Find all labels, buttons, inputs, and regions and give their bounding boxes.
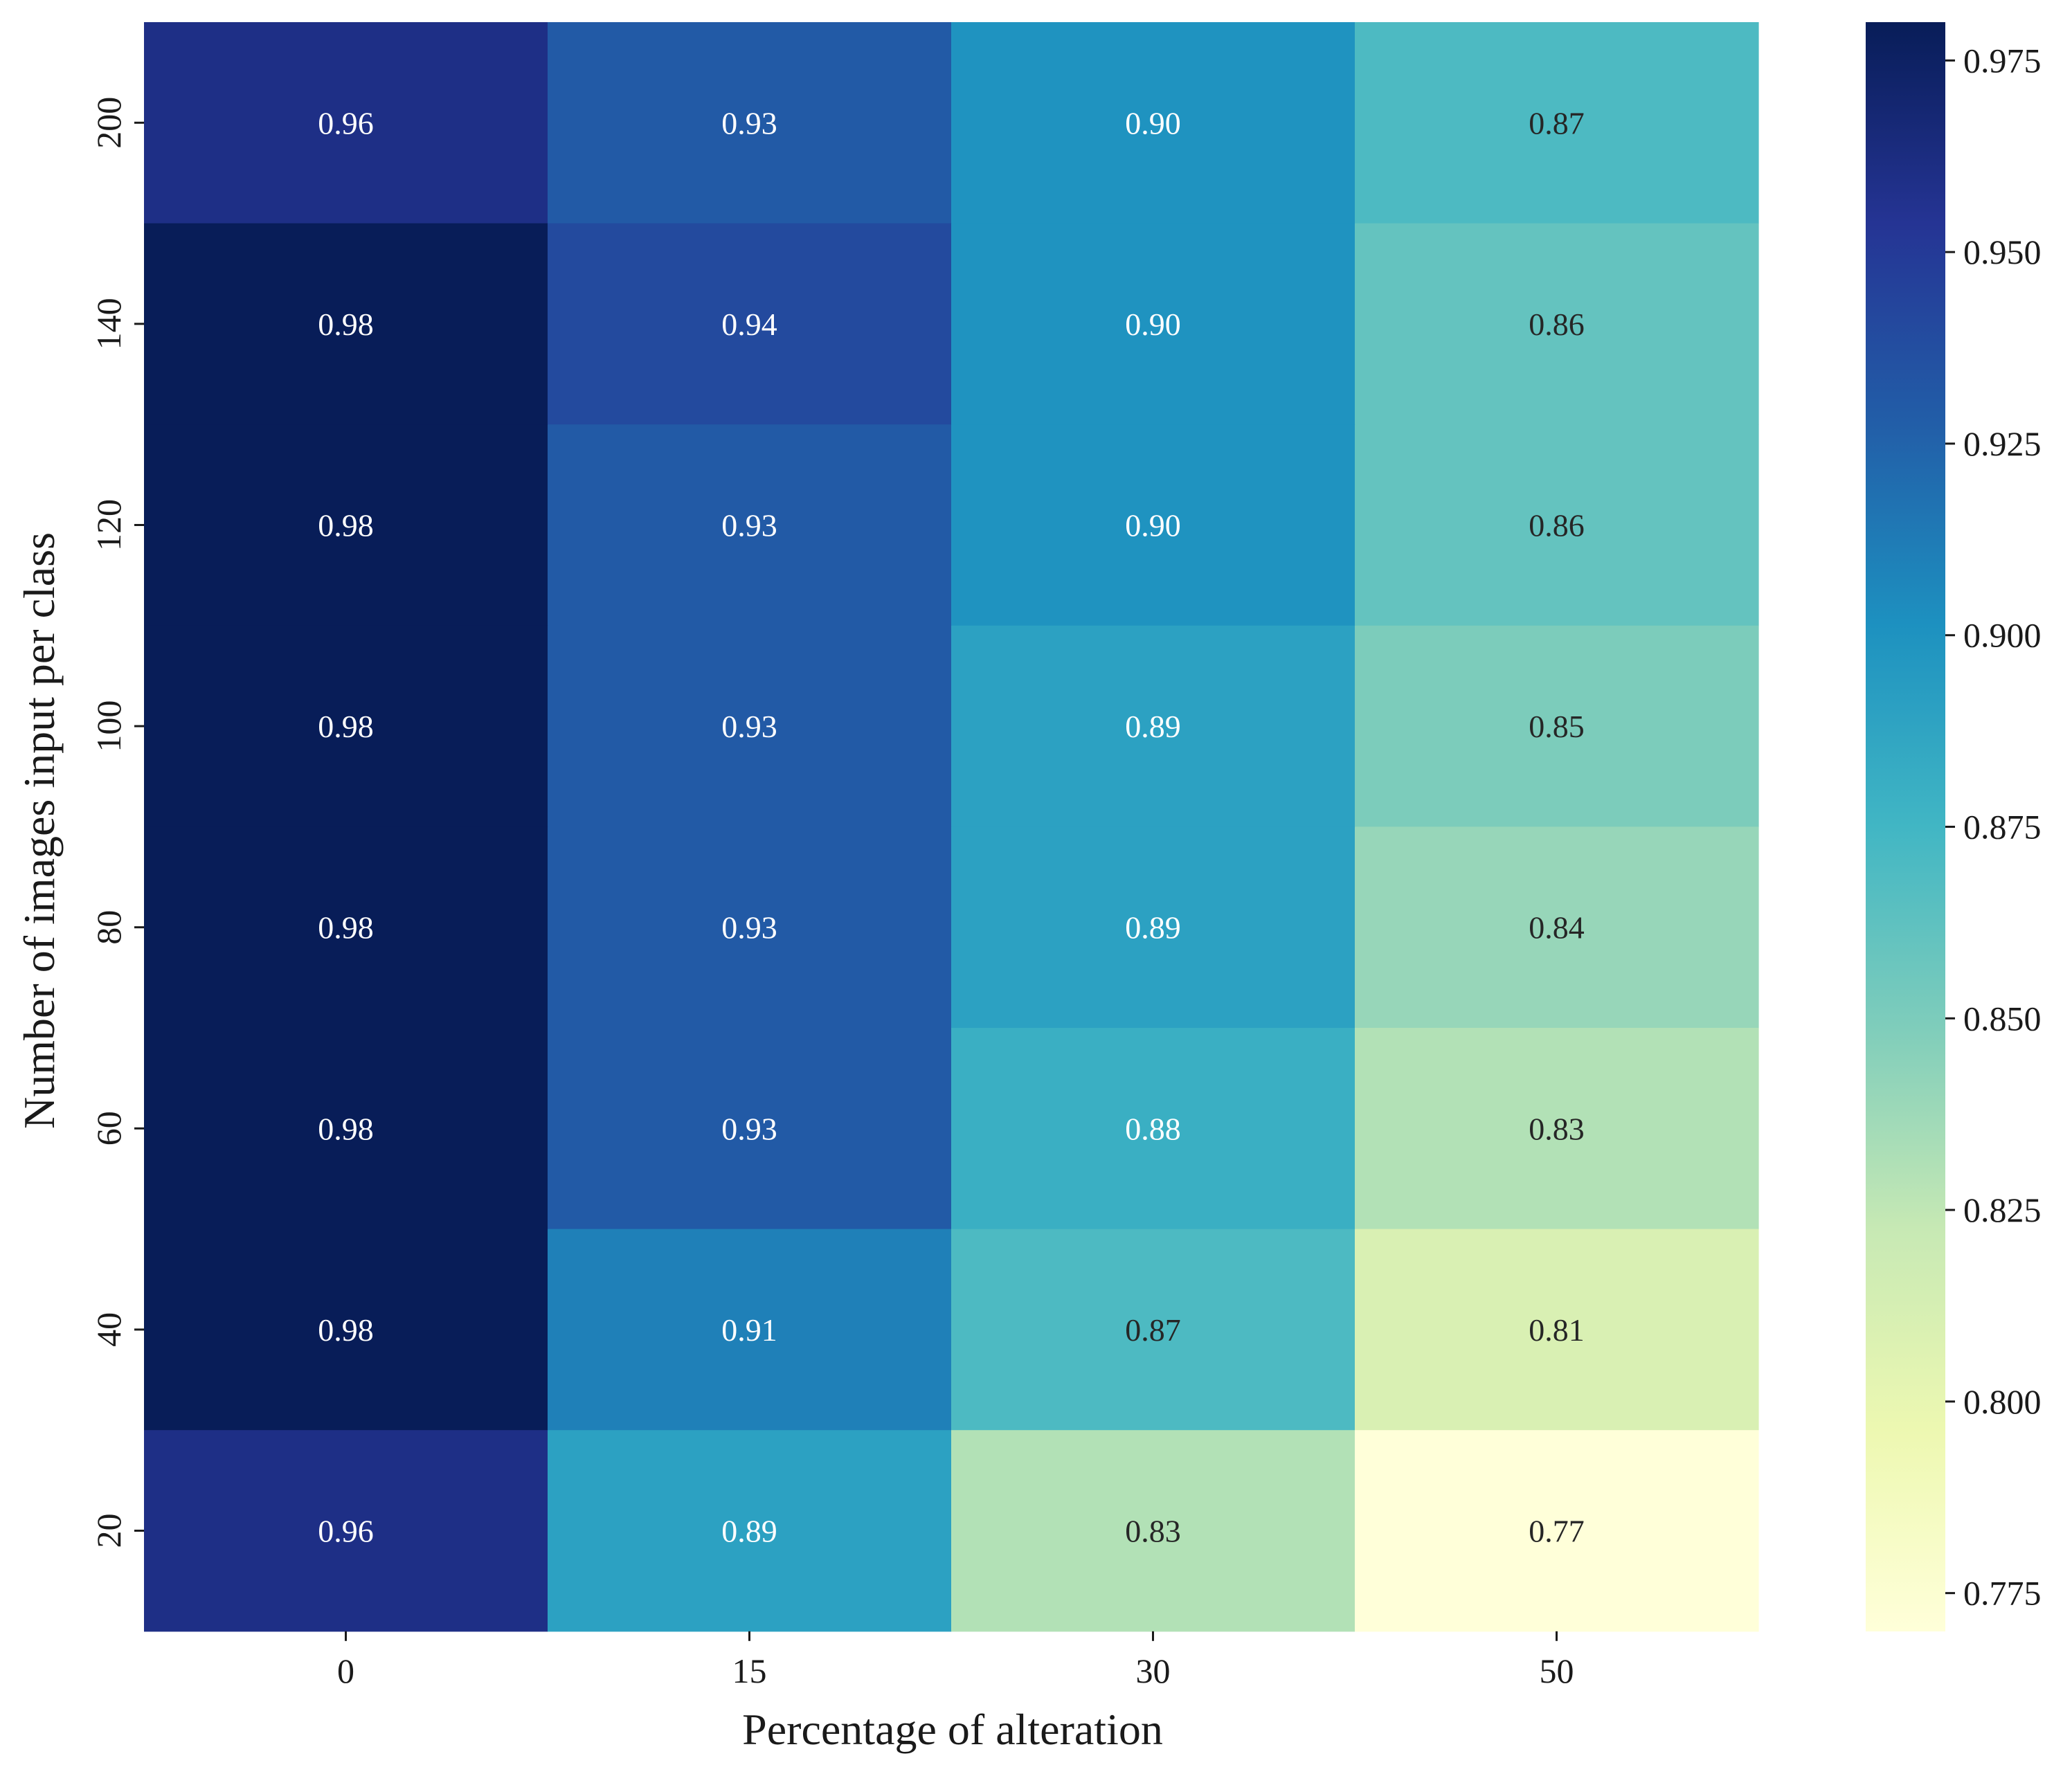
heatmap-cell — [548, 1028, 952, 1230]
cell-value-label: 0.87 — [1529, 105, 1585, 141]
colorbar-tick-label: 0.925 — [1963, 424, 2042, 463]
colorbar-tick-label: 0.825 — [1963, 1191, 2042, 1229]
heatmap-cell — [1355, 1028, 1759, 1230]
cell-value-label: 0.98 — [318, 307, 374, 342]
colorbar-tick-label: 0.950 — [1963, 233, 2042, 271]
cell-value-label: 0.98 — [318, 709, 374, 744]
heatmap-cell — [951, 223, 1355, 425]
cell-value-label: 0.96 — [318, 105, 374, 141]
heatmap-cell — [548, 223, 952, 425]
heatmap-cell — [548, 22, 952, 224]
y-tick-label: 140 — [89, 298, 128, 350]
cell-value-label: 0.98 — [318, 910, 374, 945]
x-tick-label: 15 — [732, 1651, 767, 1690]
heatmap-cell — [548, 424, 952, 626]
heatmap-cell — [144, 22, 548, 224]
cell-value-label: 0.83 — [1125, 1514, 1181, 1549]
cell-value-label: 0.93 — [721, 910, 777, 945]
heatmap-cell — [548, 1430, 952, 1632]
y-tick-label: 120 — [89, 499, 128, 551]
cell-value-label: 0.90 — [1125, 105, 1181, 141]
x-axis-title: Percentage of alteration — [742, 1705, 1163, 1754]
cell-value-label: 0.89 — [1125, 910, 1181, 945]
heatmap-cell — [951, 625, 1355, 827]
cell-value-label: 0.98 — [318, 508, 374, 543]
heatmap-cell — [1355, 625, 1759, 827]
y-tick-label: 80 — [89, 910, 128, 945]
cell-value-label: 0.89 — [1125, 709, 1181, 744]
y-tick-label: 100 — [89, 700, 128, 752]
colorbar: 0.775 0.800 0.825 0.850 0.875 0.900 0.925 0.950… — [1866, 22, 2042, 1631]
cell-value-label: 0.90 — [1125, 508, 1181, 543]
x-tick-label: 30 — [1136, 1651, 1171, 1690]
heatmap-cell — [1355, 1229, 1759, 1431]
heatmap-cell — [144, 1229, 548, 1431]
cell-value-label: 0.98 — [318, 1312, 374, 1348]
cell-value-label: 0.94 — [721, 307, 777, 342]
heatmap-cell — [548, 826, 952, 1029]
cell-value-label: 0.98 — [318, 1111, 374, 1146]
cell-value-label: 0.93 — [721, 1111, 777, 1146]
heatmap-cell — [951, 424, 1355, 626]
colorbar-tick-label: 0.975 — [1963, 41, 2042, 80]
cell-value-label: 0.96 — [318, 1514, 374, 1549]
colorbar-tick-label: 0.850 — [1963, 999, 2042, 1038]
heatmap-cell — [144, 1430, 548, 1632]
heatmap-cell — [1355, 22, 1759, 224]
y-tick-label: 200 — [89, 97, 128, 149]
heatmap-cell — [144, 424, 548, 626]
colorbar-tick-label: 0.875 — [1963, 808, 2042, 847]
heatmap-cell — [951, 1229, 1355, 1431]
cell-value-label: 0.85 — [1529, 709, 1585, 744]
cell-value-label: 0.81 — [1529, 1312, 1585, 1348]
cell-value-label: 0.83 — [1529, 1111, 1585, 1146]
cell-value-label: 0.89 — [721, 1514, 777, 1549]
cell-value-label: 0.84 — [1529, 910, 1585, 945]
cell-value-label: 0.77 — [1529, 1514, 1585, 1549]
cell-value-label: 0.93 — [721, 709, 777, 744]
y-tick-label: 60 — [89, 1111, 128, 1146]
colorbar-tick-label: 0.800 — [1963, 1382, 2042, 1421]
heatmap-cell — [548, 625, 952, 827]
y-axis-title: Number of images input per class — [15, 532, 64, 1129]
heatmap-cell — [144, 625, 548, 827]
x-axis: 0 15 30 50 — [337, 1631, 1574, 1690]
heatmap-cell — [951, 1028, 1355, 1230]
heatmap-cell — [1355, 1430, 1759, 1632]
y-tick-label: 40 — [89, 1312, 128, 1347]
x-tick-label: 0 — [337, 1651, 354, 1690]
colorbar-gradient — [1866, 22, 1945, 1631]
cell-value-label: 0.93 — [721, 105, 777, 141]
heatmap-cell — [1355, 424, 1759, 626]
y-axis: 200 140 120 100 80 60 40 20 — [89, 97, 144, 1548]
cell-value-label: 0.88 — [1125, 1111, 1181, 1146]
y-tick-label: 20 — [89, 1514, 128, 1548]
heatmap-cell — [951, 1430, 1355, 1632]
cell-value-label: 0.87 — [1125, 1312, 1181, 1348]
heatmap-cells: 0.96 0.93 0.90 0.87 0.98 0.94 0.90 0.86 0.98 0.93… — [144, 22, 1759, 1632]
x-tick-label: 50 — [1540, 1651, 1574, 1690]
heatmap-cell — [951, 22, 1355, 224]
cell-value-label: 0.86 — [1529, 307, 1585, 342]
cell-value-label: 0.86 — [1529, 508, 1585, 543]
cell-value-label: 0.93 — [721, 508, 777, 543]
colorbar-tick-label: 0.775 — [1963, 1574, 2042, 1613]
heatmap-cell — [548, 1229, 952, 1431]
cell-value-label: 0.91 — [721, 1312, 777, 1348]
heatmap-cell — [144, 1028, 548, 1230]
colorbar-tick-label: 0.900 — [1963, 616, 2042, 655]
heatmap-cell — [1355, 223, 1759, 425]
heatmap-cell — [951, 826, 1355, 1029]
cell-value-label: 0.90 — [1125, 307, 1181, 342]
heatmap-cell — [144, 223, 548, 425]
heatmap-cell — [1355, 826, 1759, 1029]
heatmap-cell — [144, 826, 548, 1029]
